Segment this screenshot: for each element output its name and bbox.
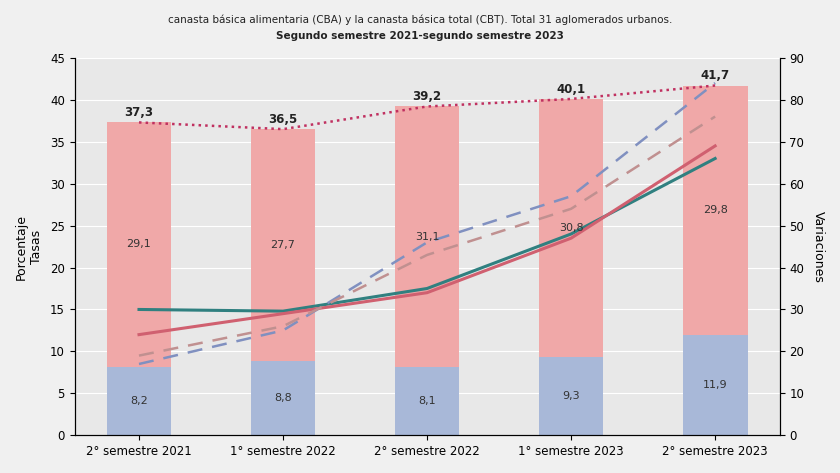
Text: Segundo semestre 2021-segundo semestre 2023: Segundo semestre 2021-segundo semestre 2… bbox=[276, 31, 564, 41]
Text: 30,8: 30,8 bbox=[559, 223, 584, 233]
Text: 8,1: 8,1 bbox=[418, 396, 436, 406]
Text: 27,7: 27,7 bbox=[270, 240, 296, 250]
Bar bbox=[538, 99, 603, 357]
Text: 8,2: 8,2 bbox=[130, 396, 148, 406]
Y-axis label: Porcentaje
Tasas: Porcentaje Tasas bbox=[15, 213, 43, 280]
Bar bbox=[250, 361, 316, 435]
Text: 29,1: 29,1 bbox=[127, 239, 151, 249]
Y-axis label: Variaciones: Variaciones bbox=[812, 210, 825, 282]
Text: 39,2: 39,2 bbox=[412, 90, 442, 103]
Bar bbox=[107, 367, 171, 435]
Text: 11,9: 11,9 bbox=[703, 380, 727, 390]
Bar bbox=[250, 129, 316, 361]
Bar bbox=[107, 123, 171, 367]
Bar bbox=[683, 86, 748, 335]
Bar bbox=[683, 335, 748, 435]
Text: 37,3: 37,3 bbox=[124, 106, 154, 119]
Text: 9,3: 9,3 bbox=[562, 391, 580, 401]
Text: 36,5: 36,5 bbox=[269, 113, 297, 126]
Text: canasta básica alimentaria (CBA) y la canasta básica total (CBT). Total 31 aglom: canasta básica alimentaria (CBA) y la ca… bbox=[168, 14, 672, 25]
Bar bbox=[395, 106, 459, 368]
Text: 40,1: 40,1 bbox=[557, 83, 585, 96]
Bar bbox=[538, 357, 603, 435]
Bar bbox=[395, 368, 459, 435]
Text: 41,7: 41,7 bbox=[701, 69, 730, 82]
Text: 8,8: 8,8 bbox=[274, 394, 292, 403]
Text: 29,8: 29,8 bbox=[703, 205, 727, 216]
Text: 31,1: 31,1 bbox=[415, 232, 439, 242]
